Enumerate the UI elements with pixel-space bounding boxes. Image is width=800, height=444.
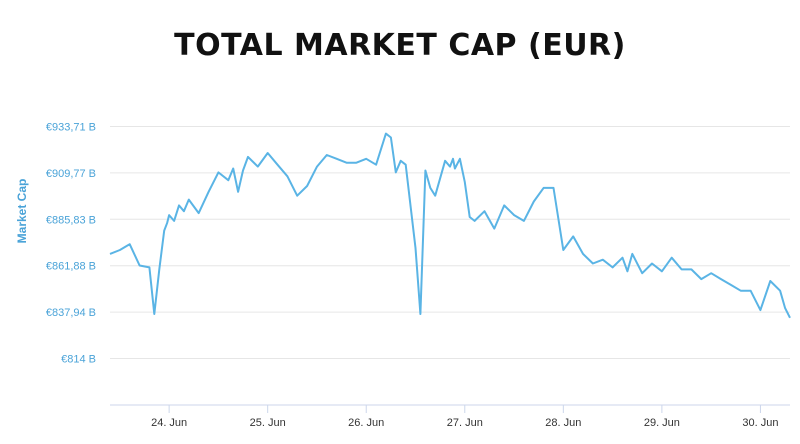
y-tick-label: €837,94 B bbox=[46, 307, 96, 319]
x-tick-label: 26. Jun bbox=[348, 417, 384, 429]
y-tick-label: €861,88 B bbox=[46, 261, 96, 273]
market-cap-line bbox=[109, 132, 791, 319]
grid-lines bbox=[110, 125, 790, 360]
x-tick-label: 28. Jun bbox=[545, 417, 581, 429]
y-tick-label: €814 B bbox=[61, 354, 96, 366]
y-tick-label: €933,71 B bbox=[46, 121, 96, 133]
y-tick-label: €909,77 B bbox=[46, 168, 96, 180]
series-group bbox=[109, 132, 791, 319]
chart-title: TOTAL MARKET CAP (EUR) bbox=[174, 28, 626, 63]
x-axis-ticks: 24. Jun 25. Jun 26. Jun 27. Jun 28. Jun 29. J… bbox=[151, 405, 778, 429]
y-axis-label: Market Cap bbox=[15, 179, 29, 244]
x-tick-label: 25. Jun bbox=[250, 417, 286, 429]
y-axis-ticks: €814 B €837,94 B €861,88 B €885,83 B €909,77… bbox=[46, 121, 96, 365]
x-tick-label: 30. Jun bbox=[742, 417, 778, 429]
x-tick-label: 24. Jun bbox=[151, 417, 187, 429]
x-tick-label: 29. Jun bbox=[644, 417, 680, 429]
y-tick-label: €885,83 B bbox=[46, 214, 96, 226]
x-tick-label: 27. Jun bbox=[447, 417, 483, 429]
